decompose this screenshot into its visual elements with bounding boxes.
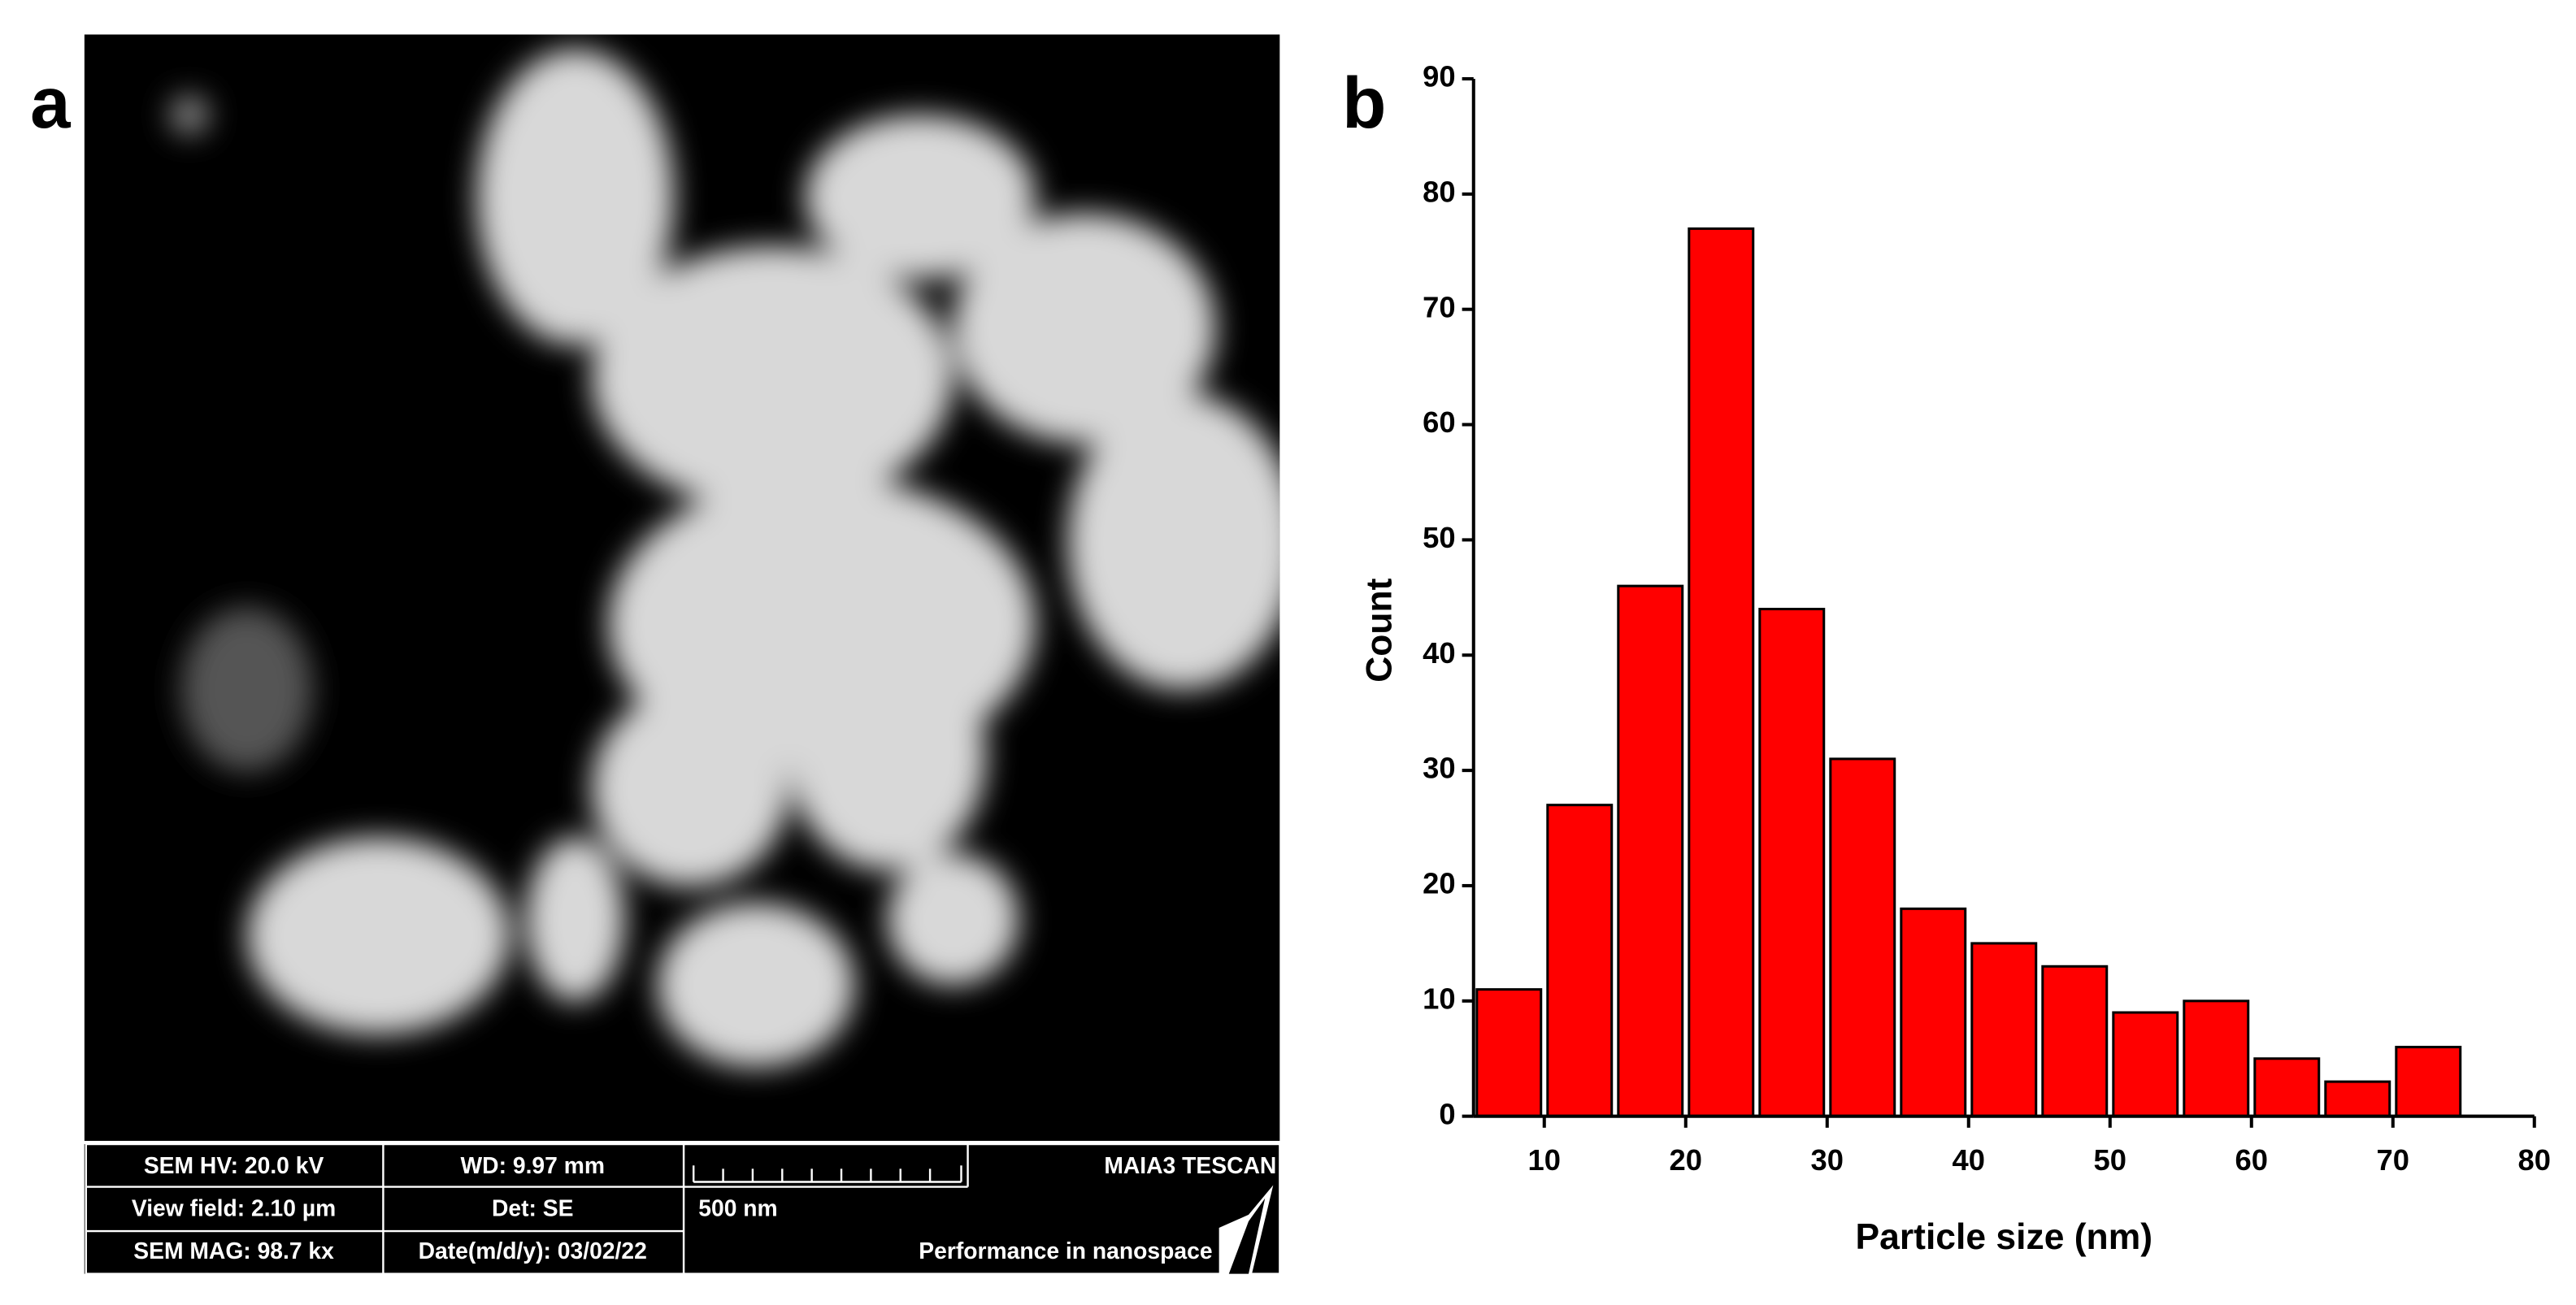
panel-label: b bbox=[1342, 63, 1386, 143]
bar bbox=[1688, 227, 1755, 1118]
y-tick-label: 90 bbox=[1423, 60, 1455, 93]
sem-info: SEM HV: 20.0 kV bbox=[144, 1152, 324, 1178]
sem-info: SEM MAG: 98.7 kx bbox=[133, 1238, 334, 1264]
y-tick-label: 40 bbox=[1423, 636, 1455, 670]
y-tick-label: 30 bbox=[1423, 752, 1455, 785]
y-axis-label: Count bbox=[1359, 578, 1399, 683]
bar bbox=[2253, 1057, 2321, 1118]
x-axis-label: Particle size (nm) bbox=[1856, 1217, 2153, 1257]
panel-label: a bbox=[30, 63, 71, 143]
bar bbox=[1617, 584, 1684, 1118]
sem-info: MAIA3 TESCAN bbox=[1104, 1152, 1276, 1178]
sem-info: Performance in nanospace bbox=[919, 1238, 1212, 1264]
bar bbox=[2324, 1080, 2391, 1118]
x-tick-label: 30 bbox=[1811, 1143, 1844, 1177]
bar bbox=[2041, 965, 2109, 1118]
y-tick-label: 10 bbox=[1423, 982, 1455, 1015]
sem-info: View field: 2.10 µm bbox=[132, 1194, 336, 1220]
sem-info: Date(m/d/y): 03/02/22 bbox=[419, 1238, 647, 1264]
x-tick-label: 50 bbox=[2094, 1143, 2126, 1177]
bar bbox=[1758, 607, 1826, 1118]
y-tick-label: 60 bbox=[1423, 405, 1455, 439]
x-tick-label: 20 bbox=[1670, 1143, 1702, 1177]
x-tick-label: 10 bbox=[1528, 1143, 1561, 1177]
sem-info: WD: 9.97 mm bbox=[460, 1152, 605, 1178]
x-tick-label: 70 bbox=[2377, 1143, 2409, 1177]
sem-info-bar: SEM HV: 20.0 kV WD: 9.97 mm MAIA3 TESCAN… bbox=[84, 1142, 1281, 1275]
y-tick-label: 0 bbox=[1439, 1097, 1455, 1130]
sem-image bbox=[84, 34, 1280, 1141]
bar bbox=[1970, 942, 2038, 1118]
x-tick-label: 60 bbox=[2235, 1143, 2268, 1177]
sem-info: 500 nm bbox=[698, 1194, 777, 1220]
x-tick-label: 40 bbox=[1953, 1143, 1985, 1177]
y-tick-label: 80 bbox=[1423, 175, 1455, 208]
scale-bar bbox=[693, 1165, 962, 1183]
y-tick-label: 70 bbox=[1423, 290, 1455, 323]
bar bbox=[1546, 804, 1614, 1118]
histogram-chart: Particle size (nm) Count 0 10 20 30 40 50 60 70… bbox=[1359, 60, 2551, 1257]
bar bbox=[1829, 757, 1896, 1118]
x-tick-label: 80 bbox=[2518, 1143, 2551, 1177]
bar bbox=[1475, 988, 1543, 1118]
y-tick-label: 50 bbox=[1423, 521, 1455, 554]
bar bbox=[2395, 1046, 2462, 1118]
y-tick-label: 20 bbox=[1423, 867, 1455, 900]
sem-info: Det: SE bbox=[492, 1194, 574, 1220]
bar bbox=[2183, 999, 2250, 1118]
bar bbox=[1900, 907, 1967, 1118]
bar bbox=[2112, 1011, 2179, 1118]
